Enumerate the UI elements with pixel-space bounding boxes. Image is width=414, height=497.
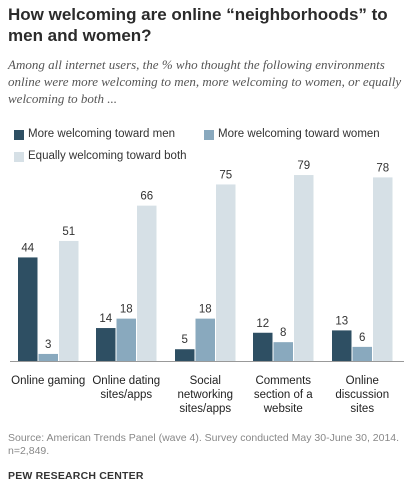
data-label-both-3: 79 — [297, 160, 310, 172]
bar-men-4 — [332, 330, 352, 361]
category-label-2: Social — [190, 375, 221, 387]
bar-men-1 — [96, 328, 116, 361]
category-label-1: sites/apps — [100, 389, 152, 401]
bar-women-4 — [352, 346, 372, 361]
category-label-0: Online gaming — [11, 375, 85, 387]
organization-label: PEW RESEARCH CENTER — [8, 470, 144, 482]
chart-title: How welcoming are online “neighborhoods”… — [8, 5, 388, 45]
bar-chart: 44 14 5 12 13 3 18 18 8 6 51 66 75 79 78 Online gaming O… — [10, 160, 404, 415]
data-label-women-0: 3 — [45, 339, 51, 351]
legend-swatch-both — [14, 152, 24, 162]
bar-men-2 — [175, 349, 195, 361]
legend-label-both: Equally welcoming toward both — [28, 150, 187, 162]
bar-men-3 — [253, 332, 273, 361]
data-label-both-2: 75 — [219, 169, 232, 181]
source-note: Source: American Trends Panel (wave 4). … — [8, 432, 400, 457]
category-label-3: section of a — [254, 389, 313, 401]
bar-both-4 — [373, 177, 393, 361]
data-label-men-4: 13 — [335, 315, 348, 327]
chart-subtitle: Among all internet users, the % who thou… — [8, 57, 402, 106]
data-label-men-2: 5 — [182, 334, 188, 346]
category-label-3: website — [263, 403, 303, 415]
category-label-4: discussion — [335, 389, 389, 401]
bar-women-2 — [195, 318, 215, 361]
data-label-women-2: 18 — [199, 304, 212, 316]
bar-men-0 — [18, 257, 38, 361]
data-label-men-1: 14 — [99, 313, 112, 325]
data-label-both-1: 66 — [140, 191, 153, 203]
bar-both-0 — [59, 240, 79, 361]
category-label-2: networking — [177, 389, 233, 401]
data-label-both-4: 78 — [376, 162, 389, 174]
category-label-1: Online dating — [92, 375, 160, 387]
legend-swatch-women — [204, 130, 214, 140]
bar-women-3 — [273, 342, 293, 361]
category-label-4: sites — [350, 403, 374, 415]
bar-women-0 — [38, 353, 58, 361]
category-label-3: Comments — [255, 375, 311, 387]
legend-label-men: More welcoming toward men — [28, 128, 176, 140]
bar-both-1 — [137, 205, 157, 361]
data-label-men-0: 44 — [21, 242, 34, 254]
legend-label-women: More welcoming toward women — [218, 128, 380, 140]
data-label-women-3: 8 — [280, 327, 286, 339]
bar-women-1 — [116, 318, 136, 361]
bar-both-3 — [294, 175, 314, 361]
category-label-2: sites/apps — [179, 403, 231, 415]
bar-both-2 — [216, 184, 236, 361]
data-label-both-0: 51 — [62, 226, 75, 238]
data-label-men-3: 12 — [256, 318, 269, 330]
data-label-women-1: 18 — [120, 304, 133, 316]
legend-swatch-men — [14, 130, 24, 140]
data-label-women-4: 6 — [359, 332, 365, 344]
category-label-4: Online — [346, 375, 379, 387]
